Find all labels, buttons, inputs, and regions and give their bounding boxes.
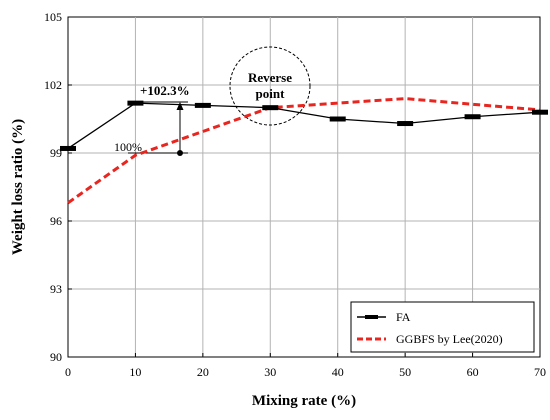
grid xyxy=(67,16,541,358)
series-fa-point xyxy=(60,145,76,151)
series-fa-point xyxy=(464,114,481,120)
legend-fa-marker xyxy=(365,315,378,319)
legend-fa-label: FA xyxy=(396,310,411,324)
y-tick-label: 102 xyxy=(44,78,62,92)
x-tick-label: 0 xyxy=(65,365,71,379)
x-tick-label: 70 xyxy=(534,365,546,379)
plot-frame xyxy=(67,16,541,358)
reverse-point-circle xyxy=(229,46,311,126)
reverse-point-label-line1: Reverse xyxy=(248,70,292,85)
y-tick-labels: 90 93 96 99 102 105 xyxy=(44,10,62,364)
y-tick-label: 96 xyxy=(50,214,62,228)
y-tick-label: 93 xyxy=(50,282,62,296)
series-fa-point xyxy=(532,109,548,115)
x-tick-label: 40 xyxy=(332,365,344,379)
increase-arrow-head xyxy=(176,102,184,110)
series-fa-point xyxy=(262,105,279,111)
x-tick-label: 10 xyxy=(129,365,141,379)
x-tick-label: 60 xyxy=(467,365,479,379)
series-fa-point xyxy=(127,100,144,106)
y-tick-label: 105 xyxy=(44,10,62,24)
series-fa-line xyxy=(67,102,541,150)
legend-ggbfs-label: GGBFS by Lee(2020) xyxy=(396,332,503,346)
series-fa-point xyxy=(329,116,346,122)
x-axis-title: Mixing rate (%) xyxy=(252,393,356,409)
x-tick-label: 30 xyxy=(264,365,276,379)
series-layer xyxy=(60,97,548,205)
increase-label: +102.3% xyxy=(140,83,190,98)
legend: FA GGBFS by Lee(2020) xyxy=(350,301,535,353)
x-tick-label: 50 xyxy=(399,365,411,379)
y-tick-label: 99 xyxy=(50,146,62,160)
base-label: 100% xyxy=(114,140,142,154)
legend-box xyxy=(350,301,535,353)
increase-base-dot xyxy=(177,150,183,156)
y-axis-title: Weight loss ratio (%) xyxy=(10,119,26,255)
x-tick-labels: 0 10 20 30 40 50 60 70 xyxy=(65,365,546,379)
reverse-point-label-line2: point xyxy=(256,86,286,101)
series-fa-point xyxy=(397,121,414,127)
y-tick-label: 90 xyxy=(50,350,62,364)
x-tick-label: 20 xyxy=(197,365,209,379)
series-fa-point xyxy=(194,102,211,108)
